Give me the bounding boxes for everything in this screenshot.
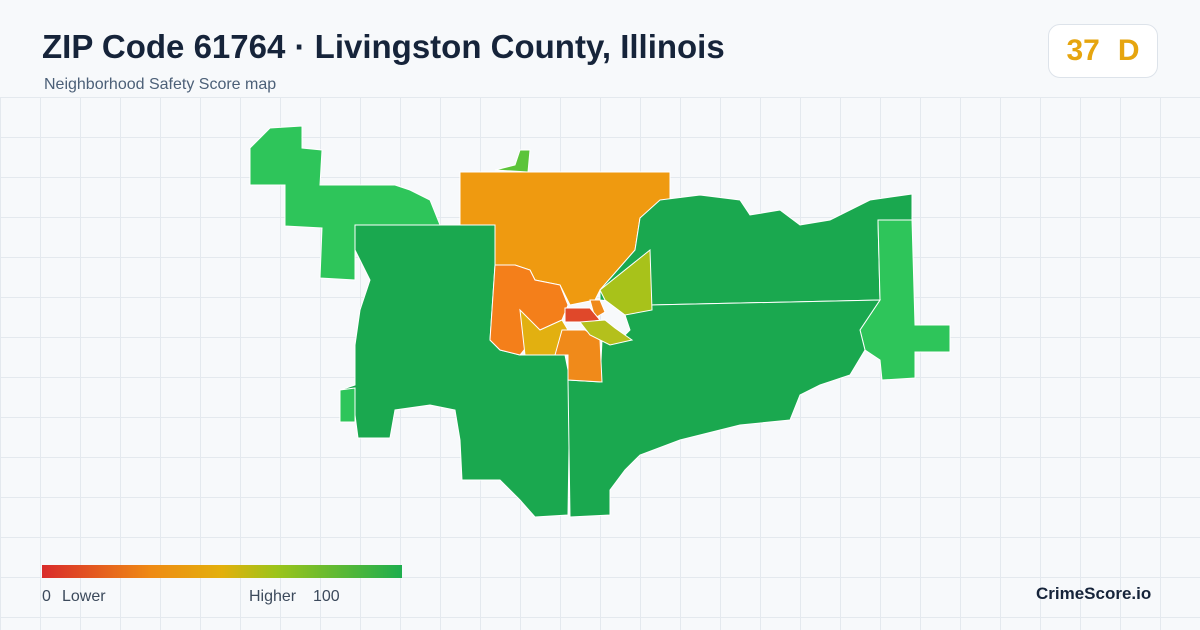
legend-min-label: Lower	[62, 588, 106, 605]
score-badge: 37 D	[1048, 24, 1158, 78]
region	[599, 248, 653, 316]
legend-min: 0	[42, 588, 51, 605]
legend-max: 100	[313, 588, 340, 605]
region	[599, 193, 913, 306]
score-grade: D	[1117, 34, 1140, 67]
region	[249, 125, 441, 281]
legend-max-label: Higher	[249, 588, 297, 605]
brand: CrimeScore.io	[1036, 584, 1152, 603]
subtitle: Neighborhood Safety Score map	[44, 76, 277, 93]
region	[339, 387, 356, 423]
score-value: 37	[1066, 34, 1100, 67]
title: ZIP Code 61764 · Livingston County, Illi…	[42, 28, 725, 65]
region	[494, 149, 531, 173]
region	[579, 319, 634, 346]
legend-gradient	[42, 565, 402, 578]
